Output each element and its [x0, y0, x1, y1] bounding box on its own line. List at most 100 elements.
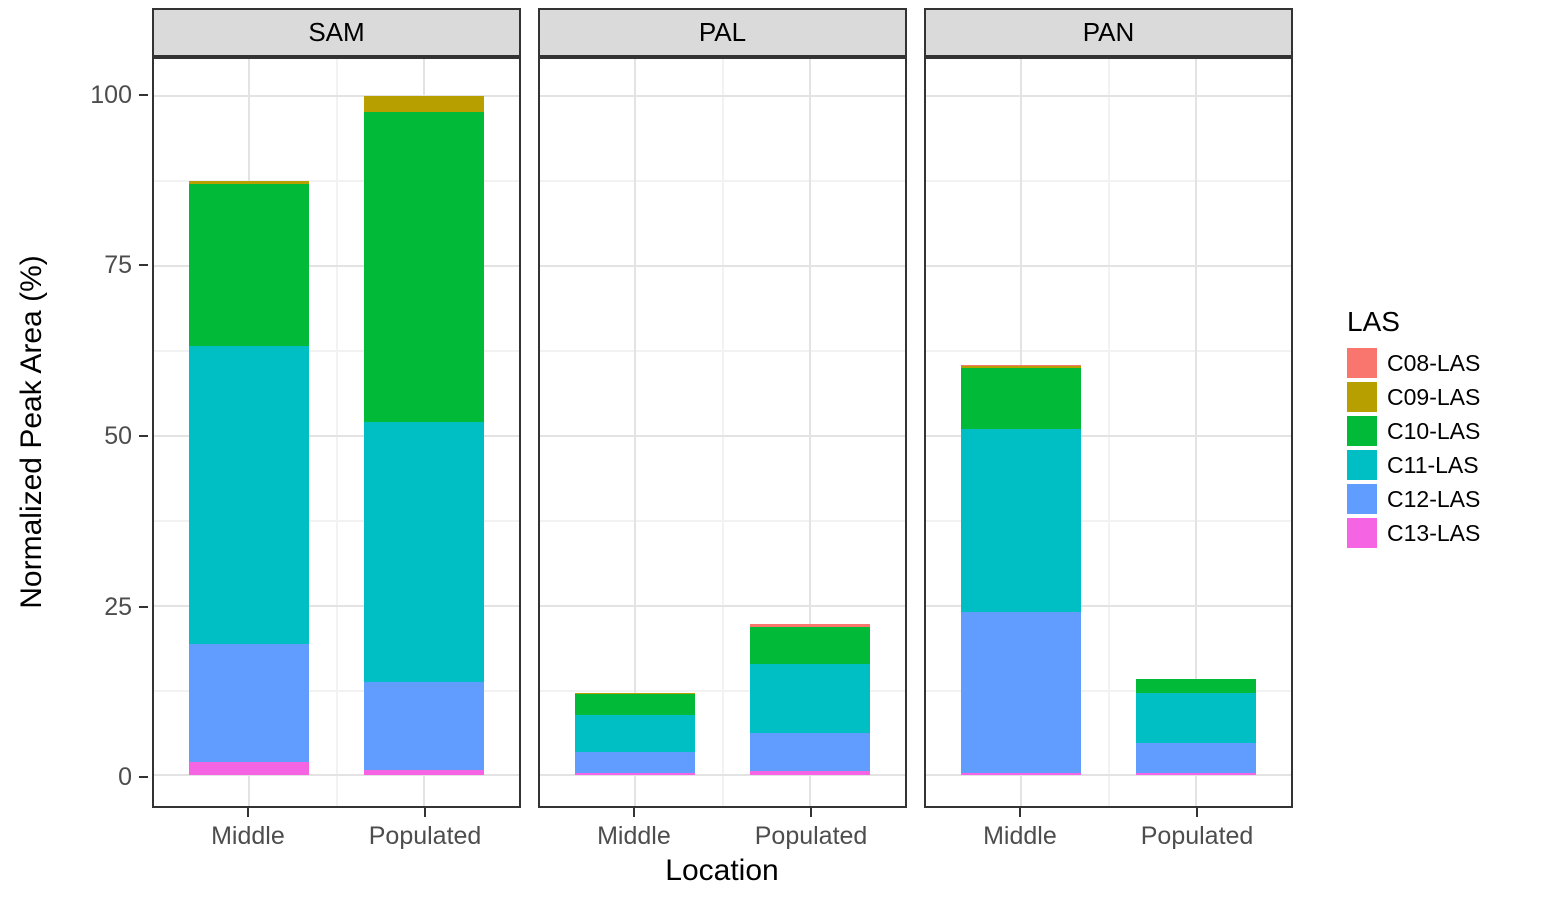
y-tick-mark	[139, 776, 148, 779]
gridline-major-y	[154, 95, 519, 98]
gridline-major-y	[154, 774, 519, 777]
legend-swatch-c10-las	[1347, 416, 1377, 446]
legend-label: C13-LAS	[1387, 519, 1481, 546]
bar-segment-c12-las	[574, 751, 695, 773]
facet-strip-label: PAN	[1082, 17, 1135, 47]
gridline-major-y	[540, 774, 905, 777]
x-axis-title: Location	[665, 854, 779, 887]
legend-items: C08-LAS C09-LAS C10-LAS C11-LAS C12-LAS C13-L…	[1347, 348, 1480, 548]
bar-segment-c12-las	[750, 733, 871, 772]
legend-item-c08-las: C08-LAS	[1347, 348, 1480, 378]
legend-swatch-c13-las	[1347, 518, 1377, 548]
bar-segment-c10-las	[364, 111, 485, 423]
legend: LAS C08-LAS C09-LAS C10-LAS C11-LAS C12-LAS C…	[1347, 306, 1480, 552]
facet-strip-sam: SAM	[152, 8, 521, 57]
gridline-major-x	[809, 59, 812, 806]
facet-panel-sam	[152, 57, 521, 808]
gridline-minor-x	[721, 59, 724, 806]
bar-segment-c12-las	[364, 682, 485, 770]
bar-segment-c11-las	[750, 664, 871, 734]
y-tick-label: 100	[90, 80, 132, 109]
x-tick-mark	[1196, 808, 1199, 817]
bar-segment-c11-las	[960, 429, 1081, 613]
bar-segment-c13-las	[1136, 773, 1257, 776]
bar-segment-c10-las	[188, 183, 309, 347]
legend-item-c11-las: C11-LAS	[1347, 450, 1480, 480]
bar-sam-populated	[364, 96, 485, 776]
y-tick-label: 75	[104, 251, 132, 280]
gridline-major-x	[633, 59, 636, 806]
x-tick-mark	[810, 808, 813, 817]
x-tick-mark	[632, 808, 635, 817]
bar-segment-c09-las	[364, 96, 485, 112]
facet-strip-label: PAL	[698, 17, 747, 47]
gridline-minor-x	[335, 59, 338, 806]
x-tick-label: Populated	[1140, 822, 1254, 850]
gridline-major-y	[926, 434, 1291, 437]
x-tick-mark	[246, 808, 249, 817]
bar-segment-c13-las	[364, 769, 485, 776]
x-tick-mark	[1018, 808, 1021, 817]
bar-segment-c13-las	[960, 772, 1081, 776]
bar-segment-c10-las	[960, 367, 1081, 430]
gridline-major-y	[926, 774, 1291, 777]
x-tick-mark	[424, 808, 427, 817]
facet-strip-pan: PAN	[924, 8, 1293, 57]
legend-swatch-c12-las	[1347, 484, 1377, 514]
legend-title: LAS	[1347, 306, 1400, 337]
bar-segment-c12-las	[1136, 743, 1257, 774]
legend-item-c12-las: C12-LAS	[1347, 484, 1480, 514]
legend-label: C12-LAS	[1387, 485, 1481, 512]
bar-segment-c09-las	[188, 180, 309, 184]
y-tick-label: 0	[118, 763, 132, 792]
gridline-major-y	[540, 265, 905, 268]
x-tick-label: Middle	[211, 822, 285, 850]
bar-pan-middle	[960, 364, 1081, 776]
gridline-major-y	[154, 604, 519, 607]
x-tick-label: Middle	[597, 822, 671, 850]
bar-segment-c13-las	[574, 772, 695, 776]
legend-item-c10-las: C10-LAS	[1347, 416, 1480, 446]
x-tick-label: Populated	[754, 822, 868, 850]
bar-segment-c10-las	[574, 693, 695, 715]
bar-pal-middle	[574, 692, 695, 776]
bar-segment-c10-las	[750, 627, 871, 665]
bar-segment-c08-las	[750, 624, 871, 628]
gridline-major-x	[1195, 59, 1198, 806]
facet-strip-label: SAM	[308, 17, 365, 47]
gridline-major-y	[154, 434, 519, 437]
bar-segment-c08-las	[960, 364, 1081, 366]
gridline-major-y	[540, 95, 905, 98]
legend-label: C11-LAS	[1387, 451, 1479, 478]
y-tick-mark	[139, 605, 148, 608]
bar-segment-c11-las	[188, 346, 309, 644]
y-tick-mark	[139, 434, 148, 437]
gridline-major-y	[926, 604, 1291, 607]
y-tick-mark	[139, 264, 148, 267]
gridline-major-y	[154, 265, 519, 268]
legend-label: C09-LAS	[1387, 383, 1481, 410]
gridline-major-y	[540, 434, 905, 437]
y-axis-title: Normalized Peak Area (%)	[15, 255, 48, 609]
bar-segment-c13-las	[188, 761, 309, 776]
legend-label: C08-LAS	[1387, 349, 1481, 376]
bar-segment-c11-las	[1136, 693, 1257, 744]
gridline-major-y	[540, 604, 905, 607]
legend-swatch-c11-las	[1347, 450, 1377, 480]
y-tick-mark	[139, 93, 148, 96]
y-tick-label: 50	[104, 421, 132, 450]
legend-swatch-c08-las	[1347, 348, 1377, 378]
x-tick-label: Populated	[368, 822, 482, 850]
legend-item-c13-las: C13-LAS	[1347, 518, 1480, 548]
bar-sam-middle	[188, 180, 309, 776]
bar-segment-c12-las	[188, 643, 309, 762]
gridline-major-y	[926, 95, 1291, 98]
bar-segment-c12-las	[960, 612, 1081, 773]
legend-item-c09-las: C09-LAS	[1347, 382, 1480, 412]
bar-segment-c11-las	[574, 714, 695, 752]
bar-segment-c09-las	[960, 365, 1081, 368]
x-tick-label: Middle	[983, 822, 1057, 850]
facet-panel-pan	[924, 57, 1293, 808]
gridline-major-y	[926, 265, 1291, 268]
